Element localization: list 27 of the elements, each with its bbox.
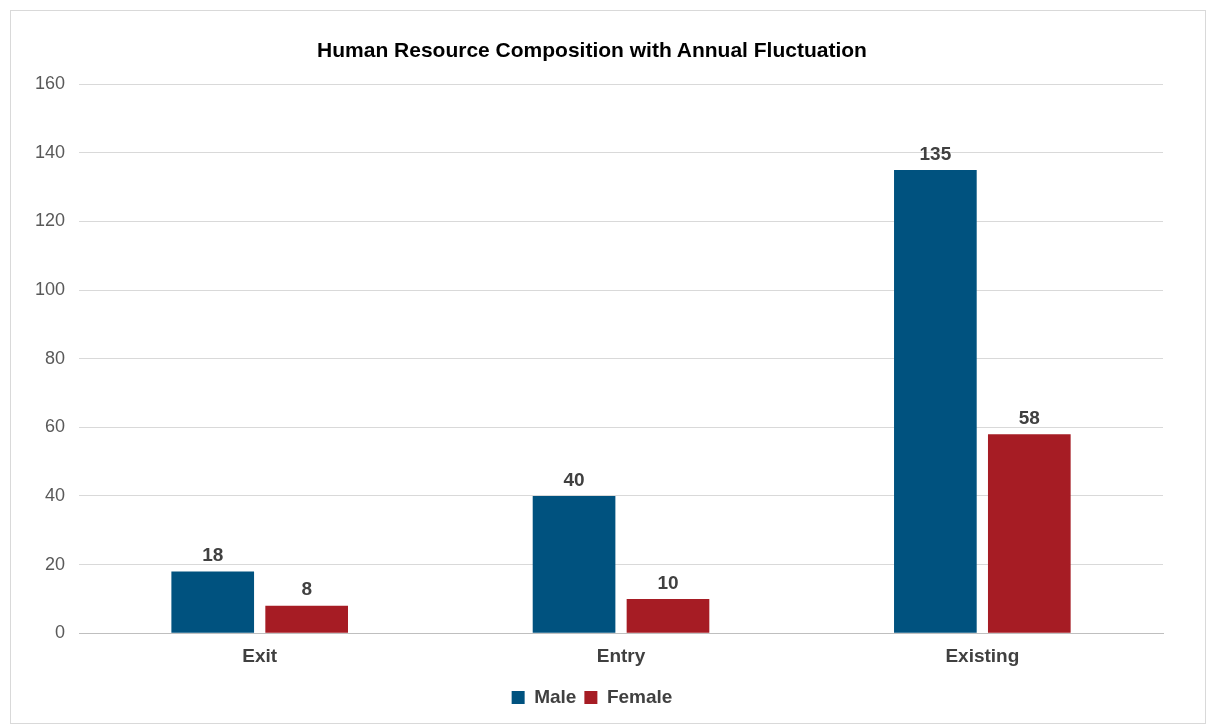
legend-label: Female xyxy=(606,685,673,707)
chart-title: Human Resource Composition with Annual Fluctuation xyxy=(317,38,867,62)
y-tick-label: 120 xyxy=(34,210,66,231)
y-tick-label: 80 xyxy=(45,347,66,368)
data-label: 58 xyxy=(1018,406,1040,428)
bar xyxy=(265,605,348,633)
y-tick-label: 0 xyxy=(55,622,66,643)
y-tick-label: 60 xyxy=(45,416,66,437)
data-label: 8 xyxy=(301,578,312,600)
y-tick-label: 160 xyxy=(34,73,66,94)
data-label: 18 xyxy=(202,544,224,566)
y-tick-label: 40 xyxy=(45,484,66,505)
bar xyxy=(894,169,977,633)
data-label: 40 xyxy=(563,468,585,490)
y-tick-label: 140 xyxy=(34,141,66,162)
bar xyxy=(626,598,710,633)
y-tick-label: 20 xyxy=(45,553,66,574)
bar xyxy=(987,434,1071,633)
x-tick-label: Exit xyxy=(242,644,278,666)
data-label: 135 xyxy=(919,142,952,164)
bar xyxy=(532,495,616,633)
bar xyxy=(171,571,255,633)
y-tick-label: 100 xyxy=(34,279,66,300)
x-tick-label: Existing xyxy=(945,644,1020,666)
x-tick-label: Entry xyxy=(596,644,646,666)
legend-label: Male xyxy=(534,685,577,707)
data-label: 10 xyxy=(657,571,679,593)
